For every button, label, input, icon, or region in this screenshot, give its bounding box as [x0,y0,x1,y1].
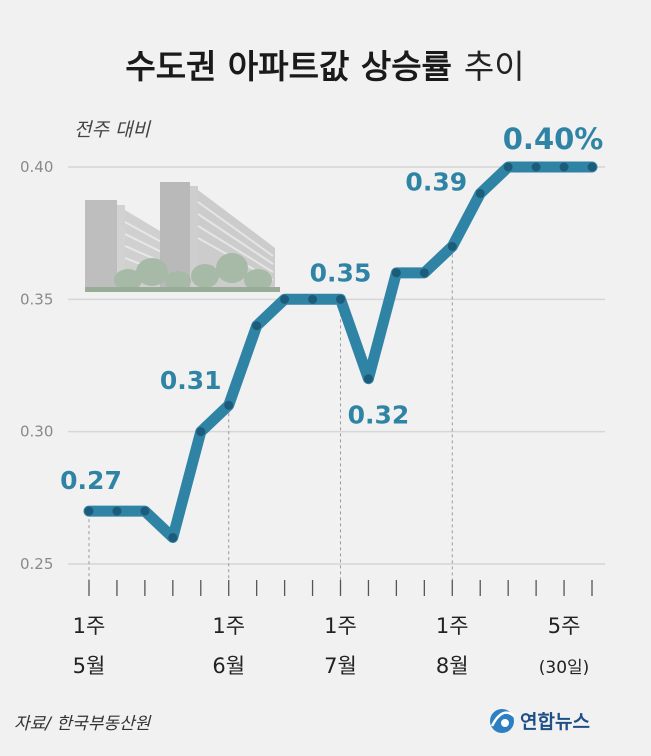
logo: 연합뉴스 [490,709,590,733]
data-point [419,268,429,278]
data-point [559,162,569,172]
y-ticks: 0.40 0.35 0.30 0.25 [20,158,53,573]
x-tick-label: 1주 [212,614,245,638]
data-label: 0.27 [60,466,122,495]
x-tick-label: 5월 [73,654,106,678]
guide-lines [88,254,453,580]
x-ticks: 1주 5월 1주 6월 1주 7월 1주 8월 5주 (30일) [73,580,593,678]
x-tick-label: 8월 [436,654,469,678]
data-point [503,162,513,172]
data-label: 0.39 [405,167,467,196]
x-tick-label: 1주 [73,614,106,638]
data-label: 0.32 [348,401,410,430]
title-main: 수도권 아파트값 상승률 [125,47,452,86]
y-tick-label: 0.35 [20,290,53,308]
data-point [252,321,262,331]
x-tick-label: 7월 [324,654,357,678]
data-point [112,506,122,516]
data-point [224,400,234,410]
data-point [447,241,457,251]
source-note: 자료/ 한국부동산원 [14,714,152,734]
data-point [168,533,178,543]
logo-text: 연합뉴스 [520,711,590,733]
x-tick-label: (30일) [539,658,590,678]
data-point [363,374,373,384]
x-tick-label: 5주 [548,614,581,638]
data-point [308,294,318,304]
data-point [531,162,541,172]
yonhap-globe-icon [490,709,515,733]
data-labels: 0.27 0.31 0.35 0.32 0.39 0.40% [60,122,603,495]
data-point [280,294,290,304]
data-point [475,188,485,198]
x-tick-label: 1주 [324,614,357,638]
apartment-illustration [85,182,280,292]
data-label: 0.31 [160,366,222,395]
x-tick-label: 6월 [212,654,245,678]
y-tick-label: 0.25 [20,555,53,573]
data-point [587,162,597,172]
data-point [196,427,206,437]
data-label: 0.40% [503,122,604,156]
data-point [336,294,345,304]
x-tick-label: 1주 [436,614,469,638]
y-tick-label: 0.30 [20,423,53,441]
y-tick-label: 0.40 [20,158,53,176]
data-point [391,268,401,278]
y-axis-label: 전주 대비 [74,119,151,141]
data-label: 0.35 [310,258,372,287]
chart-title: 수도권 아파트값 상승률 추이 [125,47,524,86]
series [83,161,598,543]
data-point [140,506,150,516]
data-point [84,506,94,516]
title-light: 추이 [464,47,525,86]
